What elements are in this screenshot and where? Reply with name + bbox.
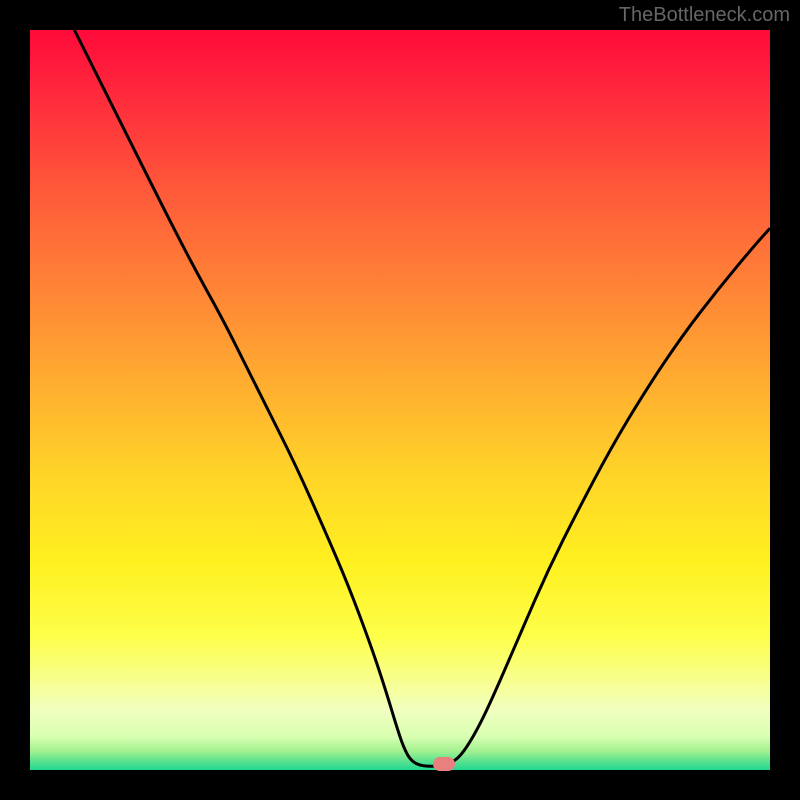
- optimum-marker: [433, 757, 455, 771]
- plot-area: [30, 30, 770, 770]
- watermark-text: TheBottleneck.com: [619, 4, 790, 27]
- bottleneck-curve: [30, 30, 770, 770]
